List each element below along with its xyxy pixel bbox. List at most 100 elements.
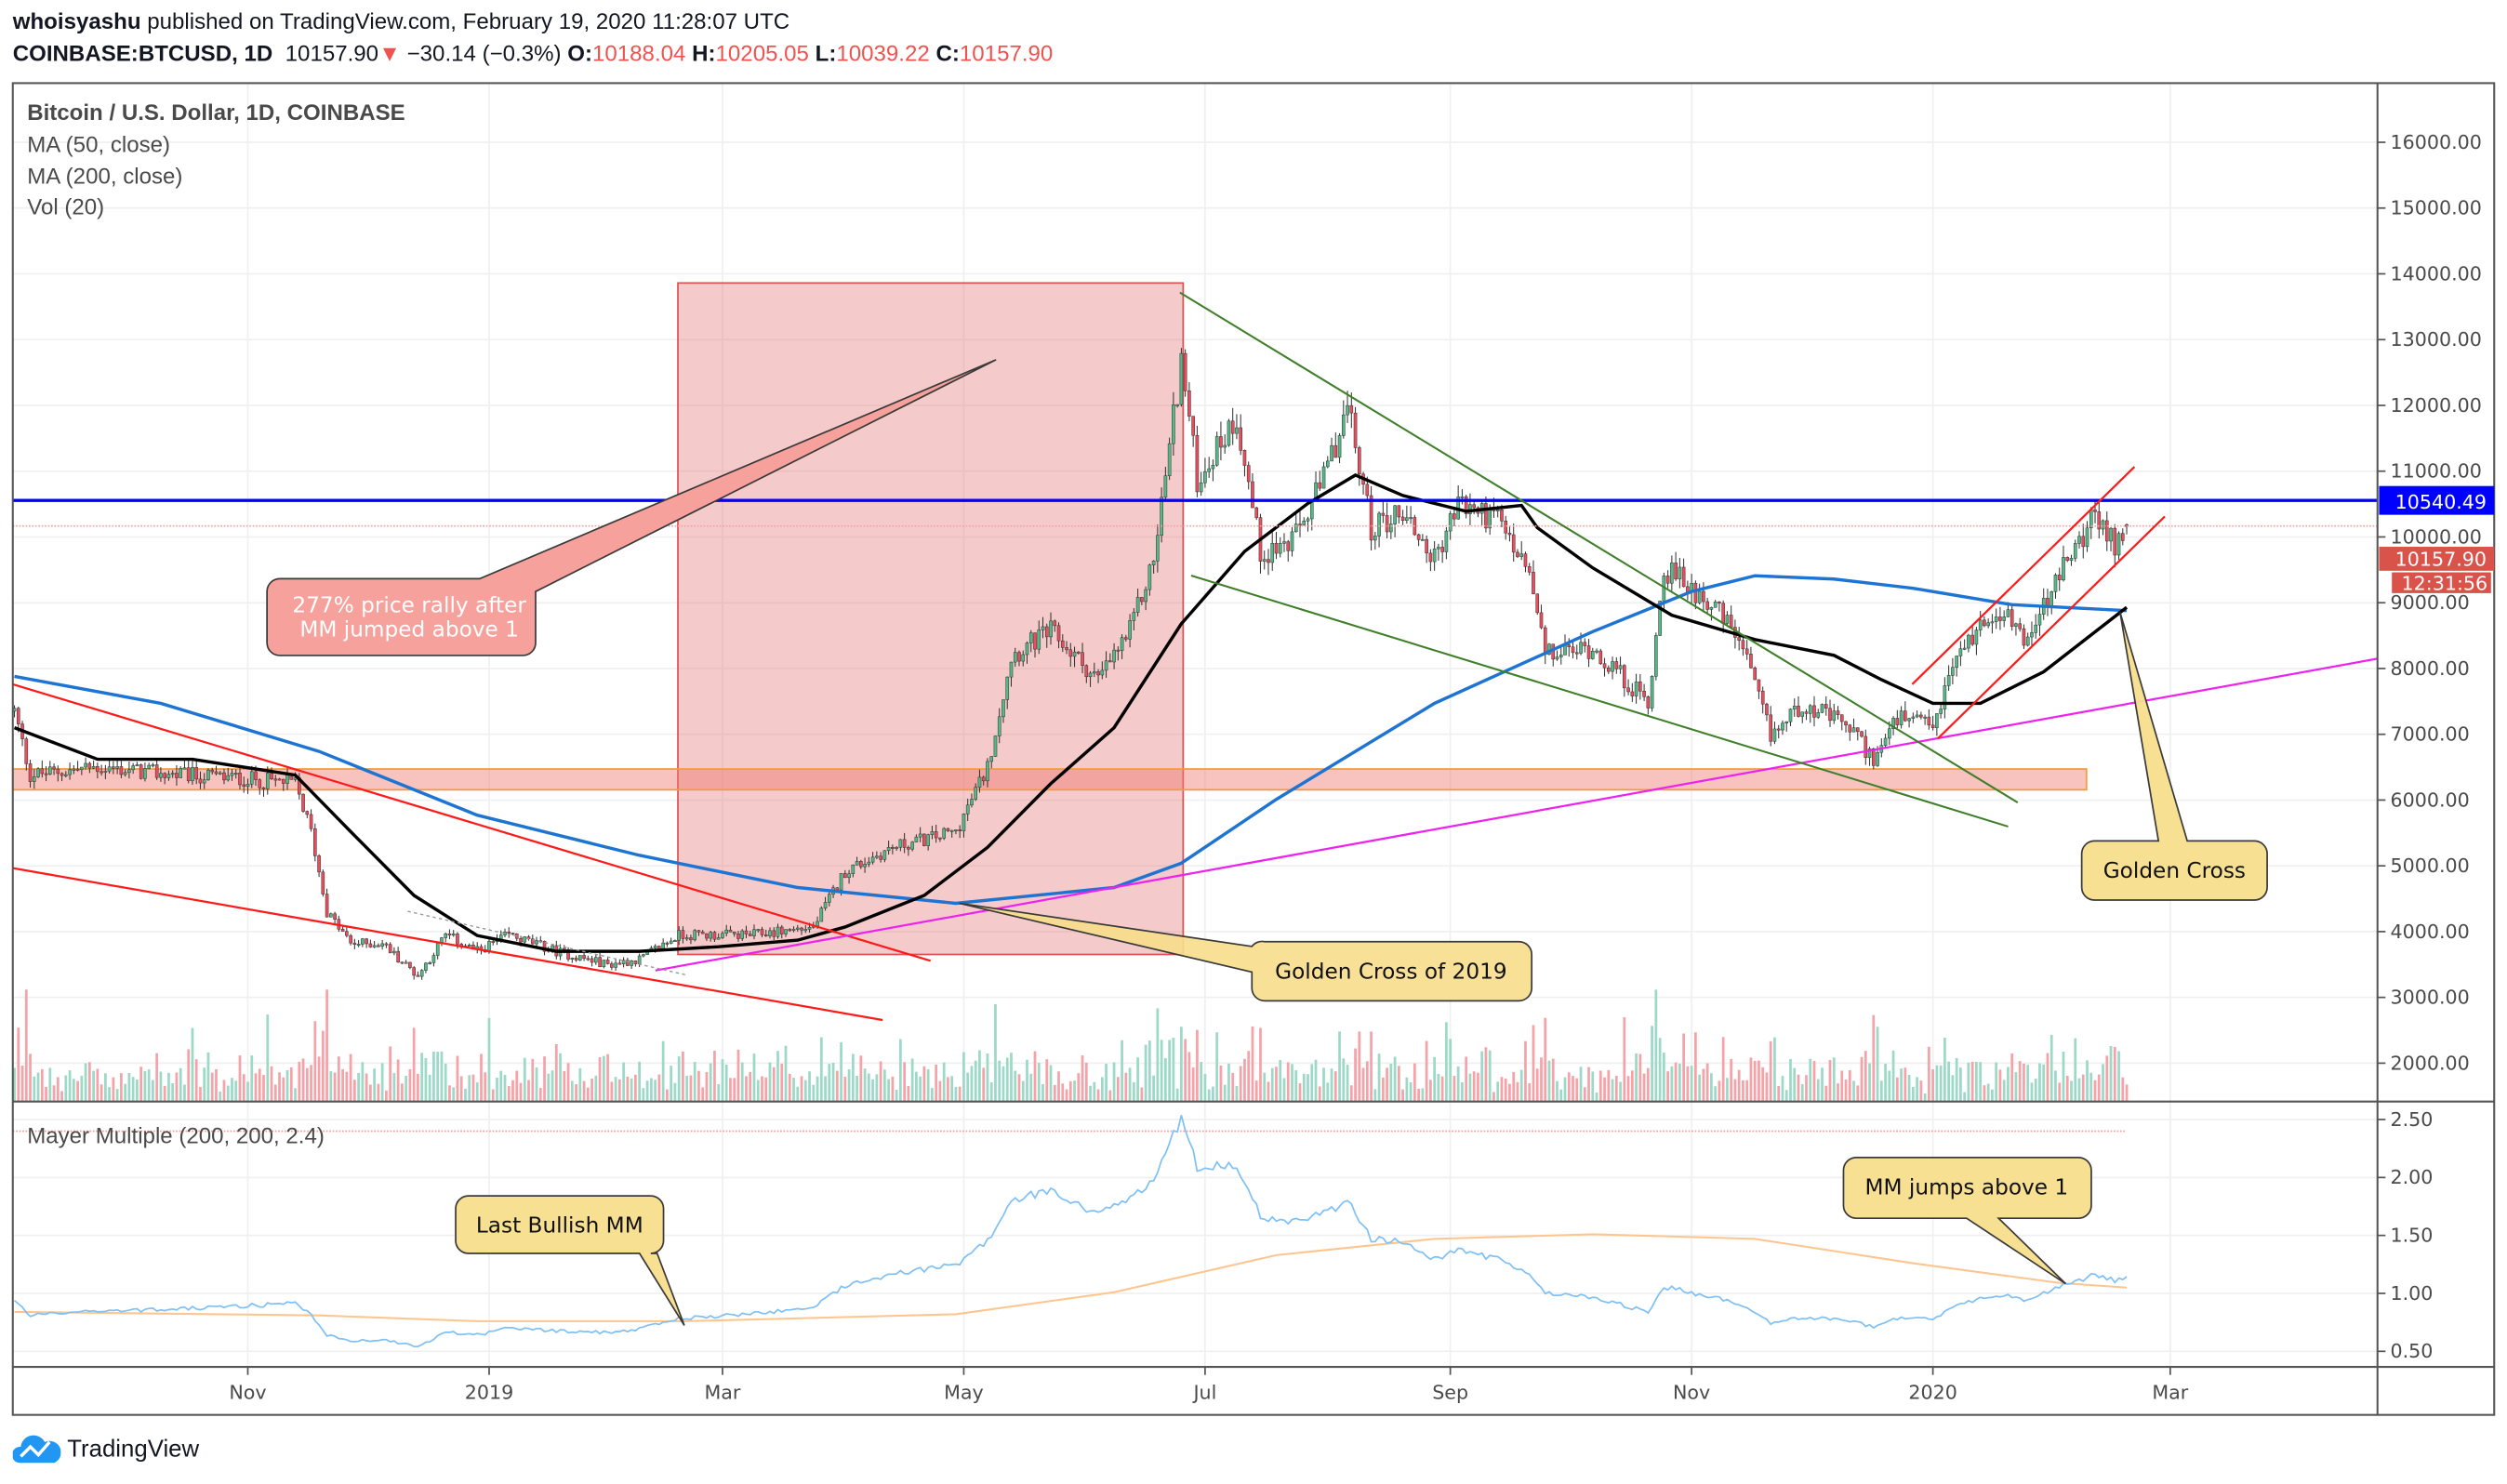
candle-body[interactable] [1658, 601, 1662, 636]
candle-body[interactable] [467, 945, 471, 947]
candle-body[interactable] [1674, 563, 1678, 579]
candle-body[interactable] [1983, 619, 1986, 627]
candle-body[interactable] [1804, 711, 1809, 714]
candle-body[interactable] [926, 834, 930, 846]
candle-body[interactable] [1293, 523, 1298, 533]
candle-body[interactable] [1333, 444, 1338, 458]
candle-body[interactable] [772, 930, 776, 937]
candle-body[interactable] [843, 873, 847, 879]
candle-body[interactable] [36, 768, 40, 777]
candle-body[interactable] [1907, 718, 1911, 722]
candle-body[interactable] [1559, 655, 1563, 657]
legend-volume[interactable]: Vol (20) [27, 194, 104, 219]
candle-body[interactable] [870, 856, 875, 863]
candle-body[interactable] [712, 932, 717, 940]
candle-body[interactable] [2030, 632, 2034, 638]
candle-body[interactable] [352, 942, 357, 945]
candle-body[interactable] [760, 929, 764, 935]
candle-body[interactable] [270, 773, 273, 779]
candle-body[interactable] [103, 770, 108, 773]
candle-body[interactable] [1116, 649, 1121, 652]
golden-cross-callout[interactable]: Golden Cross [2080, 612, 2268, 901]
candle-body[interactable] [444, 933, 447, 938]
legend-ma200[interactable]: MA (200, close) [27, 165, 182, 190]
candle-body[interactable] [1219, 436, 1223, 448]
candle-body[interactable] [123, 772, 127, 775]
candle-body[interactable] [1440, 547, 1444, 552]
candle-body[interactable] [1824, 704, 1828, 709]
candle-body[interactable] [918, 833, 922, 838]
candle-body[interactable] [340, 929, 345, 932]
candle-body[interactable] [1021, 654, 1026, 662]
candle-body[interactable] [997, 716, 1001, 736]
candle-body[interactable] [396, 950, 400, 962]
candle-body[interactable] [419, 970, 424, 977]
candle-body[interactable] [107, 766, 112, 772]
candle-body[interactable] [1337, 435, 1342, 458]
candle-body[interactable] [2077, 536, 2081, 544]
candle-body[interactable] [1718, 602, 1721, 604]
candle-body[interactable] [1088, 672, 1093, 678]
candle-body[interactable] [186, 767, 191, 782]
candle-body[interactable] [1563, 644, 1567, 656]
candle-body[interactable] [175, 773, 179, 778]
candle-body[interactable] [614, 962, 617, 968]
candle-body[interactable] [1393, 505, 1397, 524]
candle-body[interactable] [1958, 648, 1963, 656]
candle-body[interactable] [1867, 748, 1872, 758]
candle-body[interactable] [1199, 482, 1203, 493]
candle-body[interactable] [2093, 510, 2097, 512]
candle-body[interactable] [119, 766, 124, 775]
candle-body[interactable] [1776, 728, 1781, 731]
candle-body[interactable] [1903, 710, 1907, 722]
candle-body[interactable] [886, 847, 891, 852]
candle-body[interactable] [586, 958, 590, 961]
candle-body[interactable] [1602, 663, 1607, 669]
candle-body[interactable] [2120, 533, 2125, 541]
candle-body[interactable] [1820, 704, 1824, 713]
candle-body[interactable] [1808, 705, 1812, 714]
candle-body[interactable] [2104, 520, 2109, 542]
candle-body[interactable] [594, 957, 598, 963]
candle-body[interactable] [1788, 709, 1793, 722]
candle-body[interactable] [1135, 597, 1140, 613]
candle-body[interactable] [273, 778, 278, 781]
candle-body[interactable] [653, 946, 657, 948]
candle-body[interactable] [1705, 601, 1709, 610]
candle-body[interactable] [1330, 444, 1333, 462]
candle-body[interactable] [605, 960, 610, 964]
candle-body[interactable] [1270, 543, 1275, 563]
candle-body[interactable] [388, 944, 392, 954]
candle-body[interactable] [1769, 714, 1773, 742]
candle-body[interactable] [1230, 420, 1235, 434]
candle-body[interactable] [447, 933, 452, 936]
ma200-line[interactable] [14, 574, 2128, 906]
candle-body[interactable] [1144, 589, 1147, 603]
candle-body[interactable] [1946, 675, 1951, 686]
candle-body[interactable] [1132, 612, 1136, 621]
candle-body[interactable] [1425, 538, 1428, 554]
candle-body[interactable] [1757, 679, 1761, 692]
candle-body[interactable] [1235, 427, 1239, 434]
candle-body[interactable] [1986, 622, 1990, 627]
candle-body[interactable] [285, 775, 289, 784]
candle-body[interactable] [412, 967, 416, 976]
candle-body[interactable] [1765, 703, 1769, 716]
candle-body[interactable] [1072, 651, 1077, 657]
candle-body[interactable] [1702, 590, 1705, 603]
candle-body[interactable] [1500, 509, 1504, 522]
candle-body[interactable] [863, 864, 867, 868]
candle-body[interactable] [1816, 712, 1821, 718]
candle-body[interactable] [2109, 527, 2113, 542]
candle-body[interactable] [721, 933, 724, 938]
candle-body[interactable] [1511, 534, 1516, 553]
candle-body[interactable] [1065, 647, 1068, 651]
candle-body[interactable] [159, 773, 163, 778]
candle-body[interactable] [1112, 649, 1116, 663]
candle-body[interactable] [1876, 751, 1879, 766]
candle-body[interactable] [1267, 559, 1270, 563]
candle-body[interactable] [910, 841, 914, 850]
candle-body[interactable] [1124, 637, 1128, 640]
candle-body[interactable] [1864, 735, 1868, 758]
candle-body[interactable] [1274, 543, 1279, 554]
